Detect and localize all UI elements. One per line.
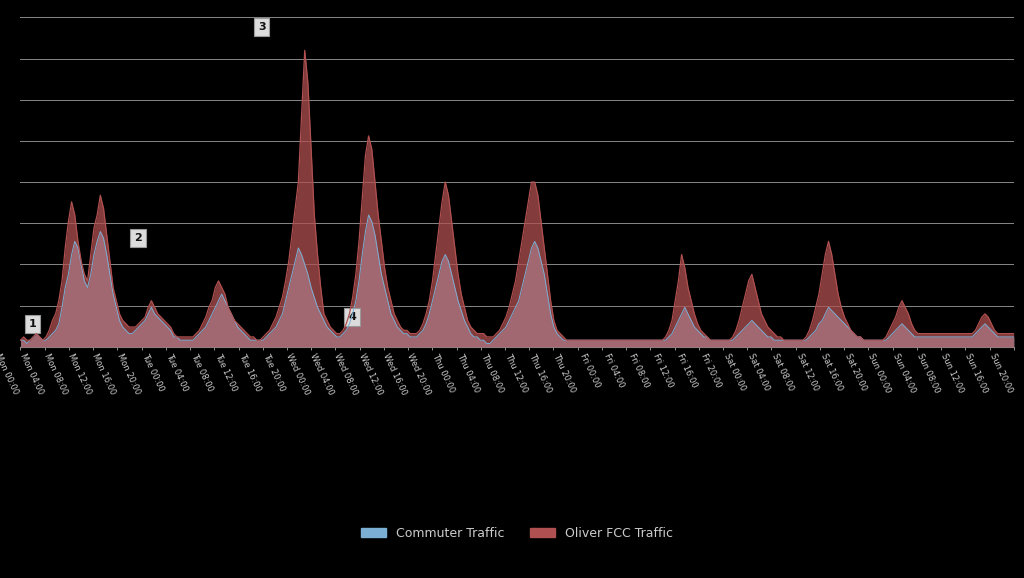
- Text: 4: 4: [348, 312, 356, 322]
- Text: 2: 2: [134, 233, 142, 243]
- Text: 3: 3: [258, 22, 265, 32]
- Legend: Commuter Traffic, Oliver FCC Traffic: Commuter Traffic, Oliver FCC Traffic: [356, 522, 678, 545]
- Text: 1: 1: [29, 318, 36, 329]
